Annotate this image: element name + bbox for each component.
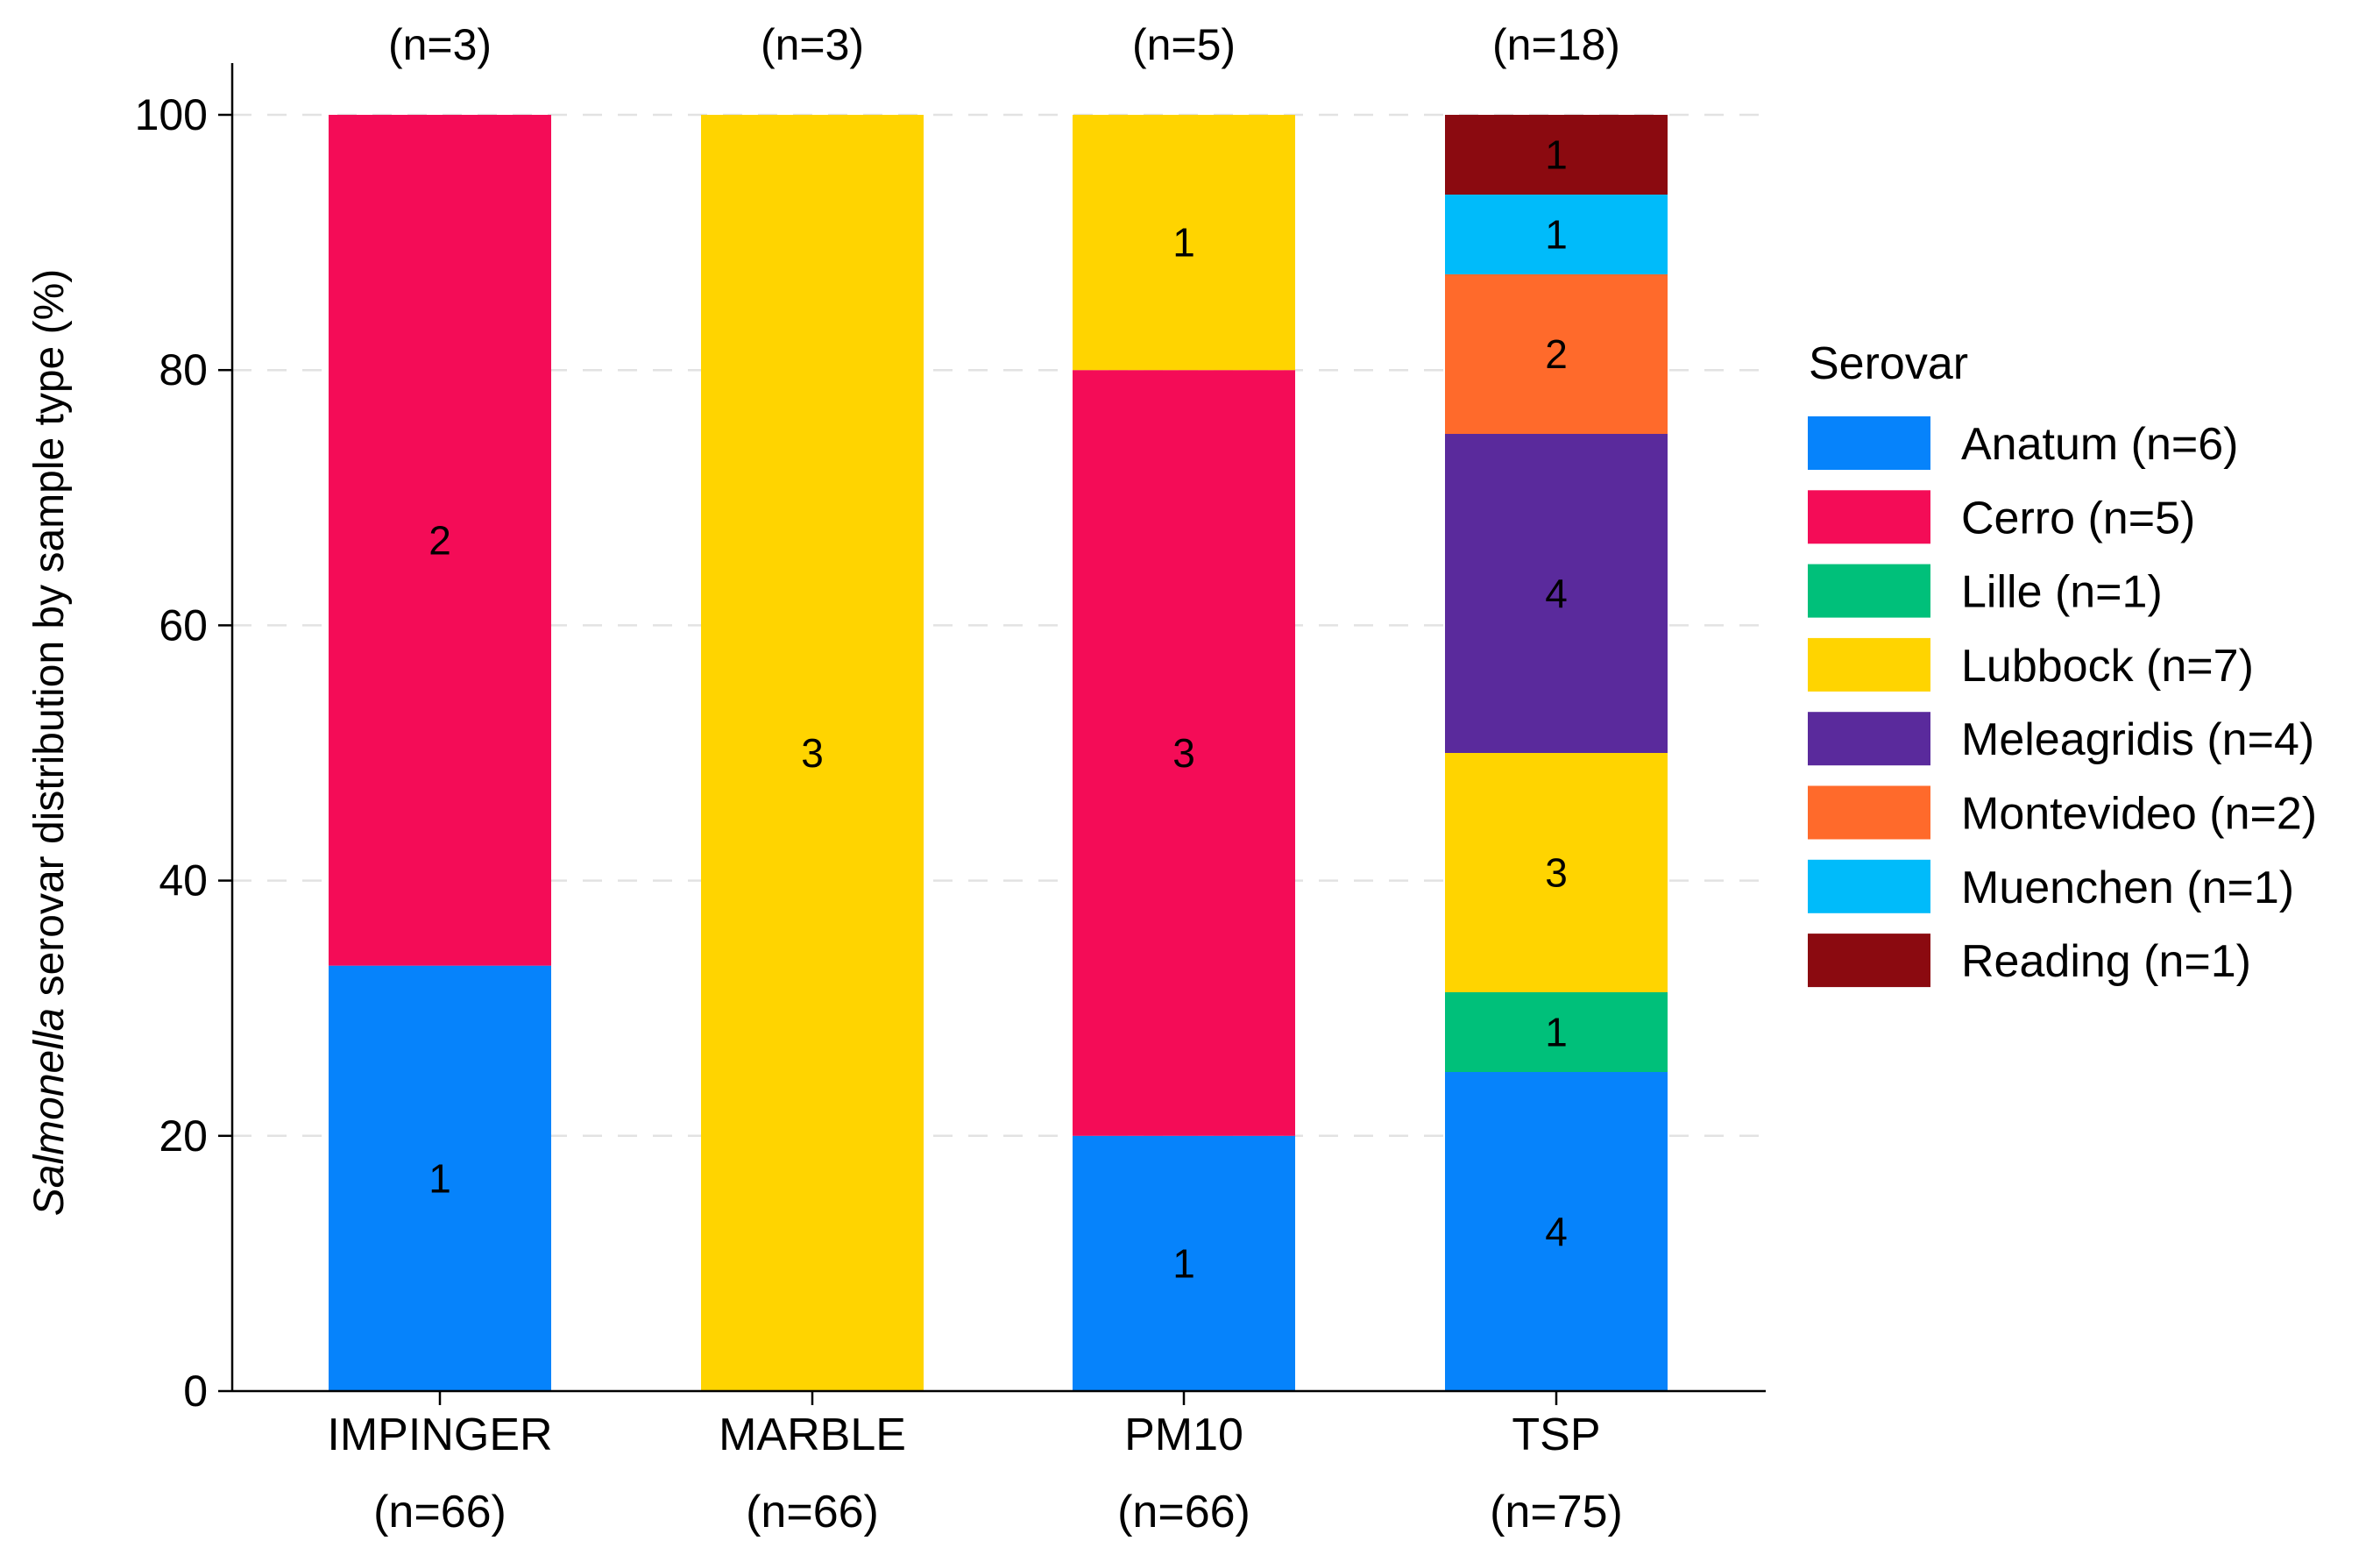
- segment-count-label: 4: [1545, 571, 1568, 616]
- category-label: PM10: [1124, 1409, 1243, 1460]
- category-label: TSP: [1512, 1409, 1600, 1460]
- category-sample-count: (n=75): [1490, 1487, 1623, 1537]
- segment-count-label: 1: [1545, 212, 1568, 258]
- bars: 1 2 3 1 3 1 4 1 3 4 2 1 1: [329, 115, 1668, 1391]
- segment-count-label: 1: [1172, 220, 1195, 266]
- legend-label: Lubbock (n=7): [1961, 641, 2254, 692]
- bar-segment-anatum: [1073, 1135, 1295, 1391]
- bar-segment-meleagridis: [1445, 434, 1668, 753]
- y-tick-label: 60: [159, 600, 208, 650]
- category-label: MARBLE: [719, 1409, 906, 1460]
- segment-count-label: 1: [429, 1155, 451, 1201]
- y-tick-label: 40: [159, 856, 208, 905]
- bar-segment-anatum: [1445, 1072, 1668, 1391]
- category-sample-count: (n=66): [1117, 1487, 1250, 1537]
- bar-segment-lubbock: [701, 115, 924, 1391]
- y-tick-label: 20: [159, 1111, 208, 1161]
- bar-segment-montevideo: [1445, 274, 1668, 434]
- legend-swatch-montevideo: [1808, 785, 1930, 840]
- bar-segment-lubbock: [1073, 115, 1295, 371]
- segment-count-label: 1: [1545, 132, 1568, 178]
- segment-count-label: 2: [429, 517, 451, 563]
- legend-swatch-muenchen: [1808, 859, 1930, 913]
- y-axis-label: Salmonella serovar distribution by sampl…: [26, 269, 73, 1216]
- segment-count-label: 3: [1172, 730, 1195, 776]
- legend-title: Serovar: [1809, 338, 1968, 389]
- category-sample-count: (n=66): [746, 1487, 879, 1537]
- segment-count-label: 3: [801, 730, 824, 776]
- bar-segment-muenchen: [1445, 195, 1668, 274]
- bar-segment-lille: [1445, 992, 1668, 1072]
- category-label: IMPINGER: [327, 1409, 552, 1460]
- legend-label: Lille (n=1): [1961, 567, 2163, 618]
- legend-label: Meleagridis (n=4): [1961, 714, 2314, 765]
- legend-swatch-anatum: [1808, 416, 1930, 470]
- bar-segment-cerro: [1073, 370, 1295, 1136]
- y-tick-label: 0: [183, 1367, 208, 1416]
- y-tick-label: 80: [159, 345, 208, 394]
- bar-segment-reading: [1445, 115, 1668, 195]
- segment-count-label: 1: [1172, 1240, 1195, 1286]
- legend-label: Montevideo (n=2): [1961, 789, 2317, 840]
- legend-swatch-meleagridis: [1808, 712, 1930, 766]
- positive-count-label: (n=3): [388, 20, 492, 69]
- x-labels: IMPINGER (n=66) (n=3) MARBLE (n=66) (n=3) PM10…: [327, 20, 1622, 1537]
- positive-count-label: (n=5): [1132, 20, 1236, 69]
- y-tick-label: 100: [135, 90, 208, 139]
- legend-label: Cerro (n=5): [1961, 493, 2195, 543]
- segment-count-label: 2: [1545, 331, 1568, 377]
- positive-count-label: (n=18): [1492, 20, 1620, 69]
- legend-label: Anatum (n=6): [1961, 419, 2239, 470]
- segment-count-label: 3: [1545, 850, 1568, 896]
- positive-count-label: (n=3): [761, 20, 864, 69]
- bar-segment-cerro: [329, 115, 551, 966]
- category-sample-count: (n=66): [373, 1487, 506, 1537]
- segment-count-label: 4: [1545, 1209, 1568, 1254]
- legend-swatch-reading: [1808, 934, 1930, 988]
- axes: [230, 63, 1766, 1393]
- legend-label: Muenchen (n=1): [1961, 863, 2294, 913]
- y-ticks: 0 20 40 60 80 100: [135, 90, 232, 1416]
- bar-segment-anatum: [329, 965, 551, 1391]
- legend-swatch-cerro: [1808, 490, 1930, 544]
- segment-count-label: 1: [1545, 1010, 1568, 1055]
- legend-label: Reading (n=1): [1961, 936, 2251, 987]
- bar-segment-lubbock: [1445, 753, 1668, 992]
- legend-swatch-lille: [1808, 564, 1930, 618]
- legend-swatch-lubbock: [1808, 637, 1930, 692]
- legend: Serovar Anatum (n=6) Cerro (n=5) Lille (n=…: [1808, 338, 2317, 988]
